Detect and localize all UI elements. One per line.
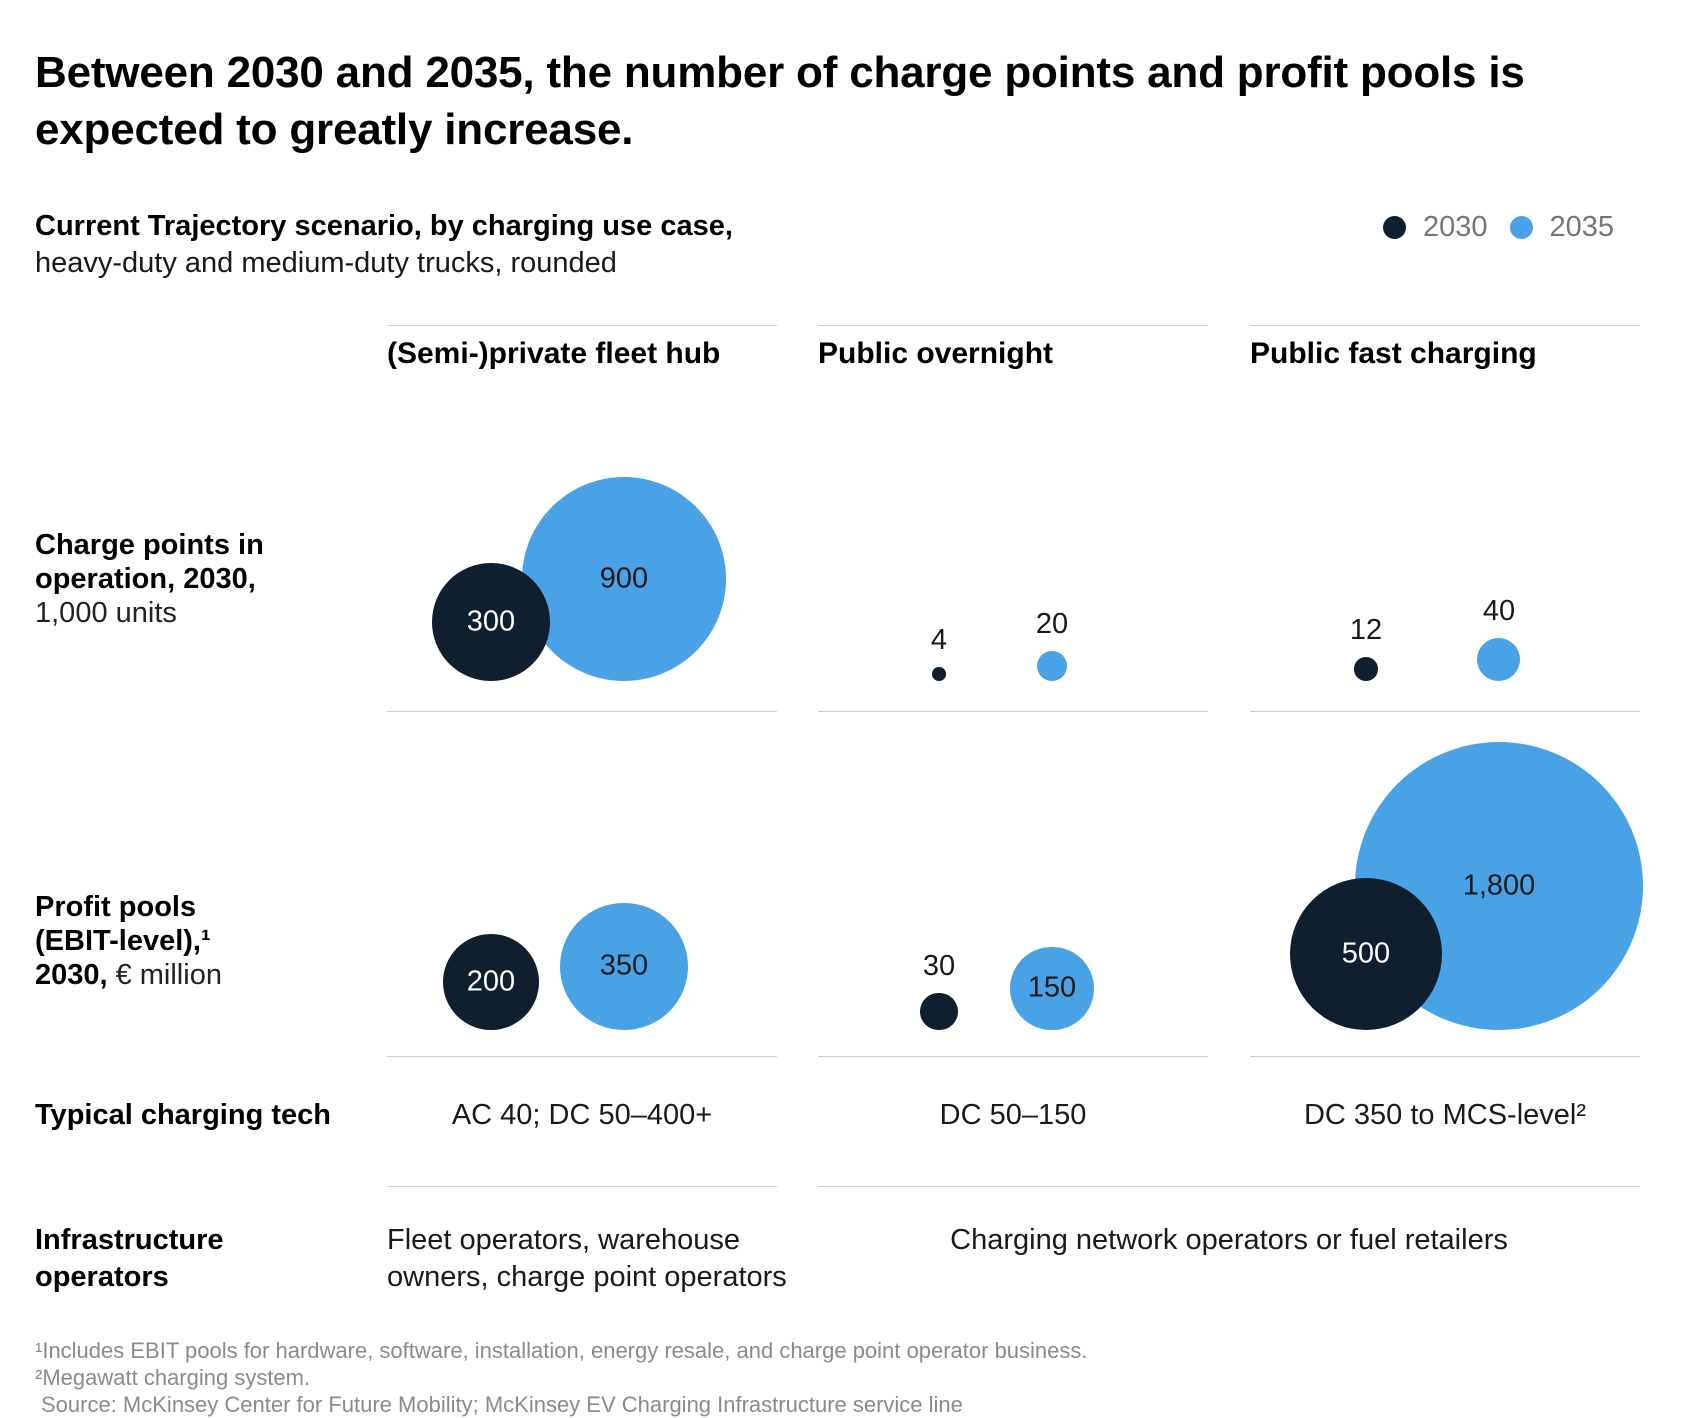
- column-header-public-overnight: Public overnight: [818, 337, 1054, 370]
- tech-value-fleet-hub: AC 40; DC 50–400+: [451, 1099, 713, 1131]
- legend-item-2035: 2035: [1509, 211, 1615, 244]
- bubble-2030: [1289, 877, 1443, 1030]
- row-label-infrastructure-operators: Infrastructure operators: [35, 1224, 224, 1293]
- row-label-profit-pools-line3: 2030, € million: [35, 958, 365, 992]
- footnote-2: ²Megawatt charging system.: [35, 1365, 311, 1390]
- bubble-2030: [442, 933, 540, 1030]
- bubble-2030: [1354, 657, 1378, 681]
- bubble-value-label: 500: [1341, 937, 1391, 970]
- row-label-charge-points: Charge points in operation, 2030, 1,000 …: [35, 528, 365, 630]
- column-header-rule-2: [818, 325, 1208, 326]
- tech-value-public-overnight: DC 50–150: [939, 1099, 1087, 1131]
- bubble-value-label: 350: [599, 949, 649, 982]
- operators-value-public: Charging network operators or fuel retai…: [950, 1224, 1508, 1256]
- row-label-charge-points-line2: operation, 2030,: [35, 563, 256, 595]
- legend-dot-2030-icon: [1383, 216, 1406, 239]
- row-label-charge-points-line1: Charge points in: [35, 529, 264, 561]
- row-label-profit-pools-line2: (EBIT-level),¹: [35, 925, 211, 957]
- bubble-value-label: 40: [1482, 594, 1516, 627]
- bubble-2030: [432, 563, 550, 681]
- bubble-value-label: 300: [466, 605, 516, 638]
- footnotes: ¹Includes EBIT pools for hardware, softw…: [35, 1337, 1088, 1418]
- tech-rule-col1: [387, 1186, 777, 1187]
- row-label-profit-pools: Profit pools (EBIT-level),¹ 2030, € milli…: [35, 890, 365, 992]
- bubble-2035: [522, 477, 726, 681]
- row1-rule-col2: [818, 711, 1208, 712]
- bubble-value-label: 200: [466, 965, 516, 998]
- footnote-source: Source: McKinsey Center for Future Mobil…: [41, 1392, 963, 1417]
- footnote-1: ¹Includes EBIT pools for hardware, softw…: [35, 1338, 1088, 1363]
- bubble-value-label: 900: [599, 562, 649, 595]
- bubble-2030: [920, 992, 958, 1030]
- operators-value-fleet-hub: Fleet operators, warehouse owners, charg…: [387, 1224, 787, 1293]
- legend-dot-2035-icon: [1509, 216, 1533, 239]
- bubble-2035: [1010, 946, 1094, 1030]
- row-label-profit-pools-line1: Profit pools: [35, 891, 197, 923]
- row2-rule-col2: [818, 1056, 1208, 1057]
- bubble-2030: [932, 667, 946, 681]
- bubble-value-label: 4: [930, 624, 948, 657]
- bubble-value-label: 20: [1035, 607, 1069, 640]
- chart-subtitle-regular: heavy-duty and medium-duty trucks, round…: [35, 247, 617, 279]
- bubble-2035: [1036, 650, 1068, 681]
- bubble-value-label: 12: [1349, 614, 1383, 647]
- chart-subtitle-bold: Current Trajectory scenario, by charging…: [35, 210, 733, 242]
- bubble-value-label: 150: [1027, 971, 1077, 1004]
- bubble-2035: [560, 902, 688, 1030]
- row-label-profit-pools-year: 2030,: [35, 959, 108, 991]
- row2-rule-col3: [1250, 1056, 1640, 1057]
- row-label-charge-points-unit: 1,000 units: [35, 597, 177, 629]
- legend-item-2030: 2030: [1383, 211, 1488, 244]
- column-header-fleet-hub: (Semi-)private fleet hub: [387, 337, 721, 370]
- column-header-public-fast-charging: Public fast charging: [1250, 337, 1537, 370]
- row1-rule-col3: [1250, 711, 1640, 712]
- bubble-2035: [1477, 637, 1521, 681]
- page-title: Between 2030 and 2035, the number of cha…: [35, 48, 1525, 154]
- column-header-rule-3: [1250, 325, 1640, 326]
- column-header-rule-1: [387, 325, 777, 326]
- row-label-typical-charging-tech: Typical charging tech: [35, 1099, 331, 1131]
- tech-value-public-fast-charging: DC 350 to MCS-level²: [1303, 1099, 1587, 1131]
- row1-rule-col1: [387, 711, 777, 712]
- legend-label-2030: 2030: [1423, 211, 1488, 243]
- row2-rule-col1: [387, 1056, 777, 1057]
- legend-label-2035: 2035: [1549, 211, 1615, 243]
- row-label-profit-pools-unit: € million: [115, 959, 222, 991]
- tech-rule-col2-3: [818, 1186, 1640, 1187]
- bubble-value-label: 1,800: [1462, 869, 1536, 902]
- legend: 2030 2035: [1383, 211, 1614, 244]
- bubble-value-label: 30: [922, 949, 956, 982]
